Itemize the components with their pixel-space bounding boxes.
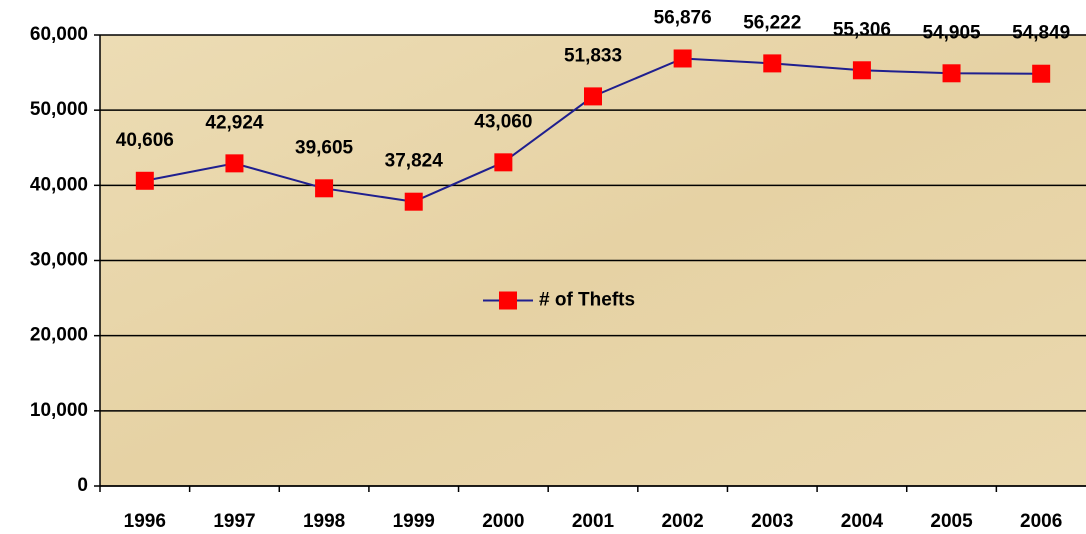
y-tick-label: 60,000: [30, 24, 88, 45]
legend-label: # of Thefts: [539, 290, 635, 311]
x-tick-label: 1999: [393, 511, 435, 532]
data-label: 37,824: [385, 151, 444, 172]
data-label: 40,606: [116, 130, 174, 151]
data-label: 54,849: [1012, 23, 1070, 44]
marker: [584, 87, 602, 106]
marker: [942, 64, 961, 83]
x-tick-label: 2006: [1020, 511, 1062, 532]
data-label: 39,605: [295, 137, 354, 158]
x-tick-label: 1997: [213, 511, 255, 532]
x-tick-label: 1998: [303, 511, 345, 532]
x-tick-label: 2000: [482, 511, 524, 532]
marker: [494, 153, 513, 172]
y-tick-label: 40,000: [30, 174, 88, 195]
marker: [673, 49, 692, 68]
data-label: 51,833: [564, 45, 622, 66]
y-tick-label: 50,000: [30, 99, 88, 120]
marker: [135, 171, 154, 190]
x-tick-label: 2002: [661, 511, 703, 532]
x-tick-label: 2005: [930, 511, 973, 532]
legend-marker: [499, 291, 517, 310]
y-tick-label: 30,000: [30, 250, 88, 271]
data-label: 55,306: [833, 19, 891, 40]
y-tick-label: 0: [77, 475, 88, 496]
marker: [225, 154, 244, 173]
y-tick-label: 10,000: [30, 400, 88, 421]
x-tick-label: 2004: [841, 511, 884, 532]
data-label: 56,876: [654, 7, 712, 28]
data-label: 54,905: [922, 22, 981, 43]
data-label: 42,924: [205, 112, 264, 133]
marker: [852, 61, 871, 80]
x-tick-label: 2003: [751, 511, 793, 532]
marker: [763, 54, 782, 73]
data-label: 43,060: [474, 111, 532, 132]
marker: [1032, 64, 1051, 83]
x-tick-label: 2001: [572, 511, 615, 532]
marker: [315, 179, 334, 198]
y-tick-label: 20,000: [30, 325, 88, 346]
x-tick-label: 1996: [124, 511, 166, 532]
data-label: 56,222: [743, 12, 801, 33]
marker: [404, 192, 423, 211]
